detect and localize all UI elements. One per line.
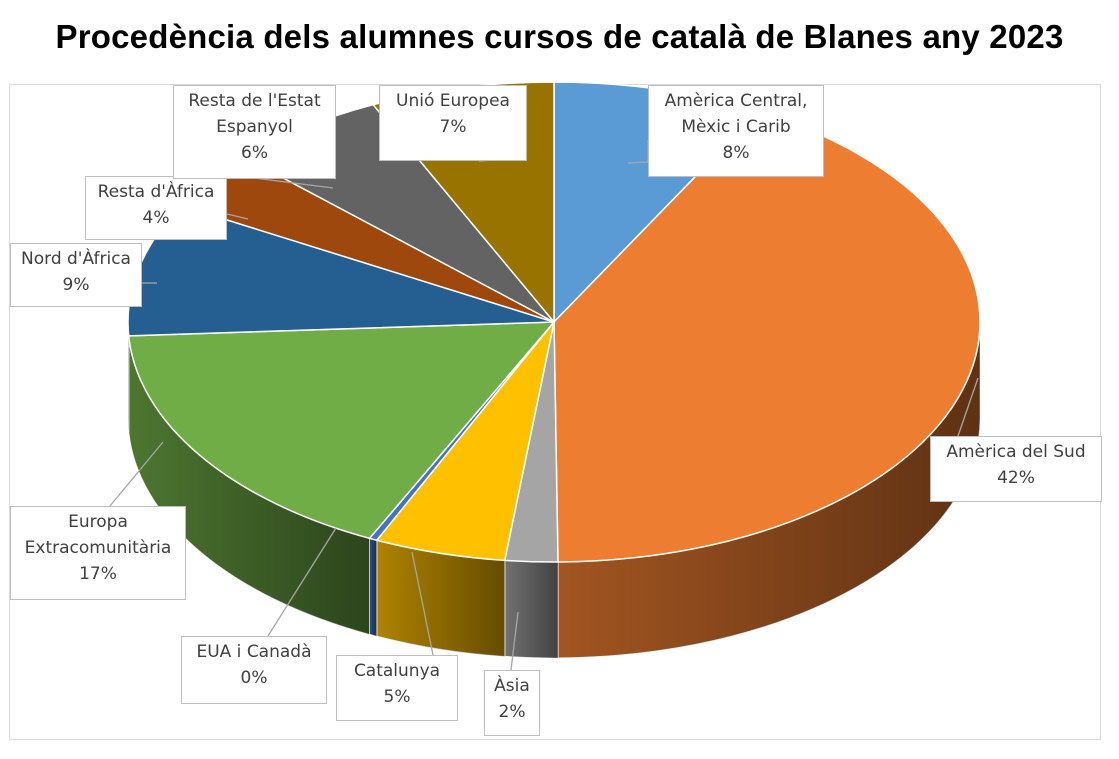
side-america-del-sud-shading bbox=[558, 322, 980, 658]
data-label-percent: 17% bbox=[79, 564, 117, 584]
leader-line-europa-extracomunitaria bbox=[109, 441, 164, 507]
side-eua-i-canada-shading bbox=[369, 538, 377, 637]
leader-line-resta-d-africa bbox=[226, 213, 249, 220]
data-label-name-line: Europa bbox=[68, 512, 128, 532]
data-label-name-line: Unió Europea bbox=[396, 91, 510, 111]
data-label-name-line: Amèrica Central, bbox=[664, 91, 808, 111]
data-label-resta-de-l-estat-espanyol: Resta de l'Estat Espanyol 6% bbox=[173, 85, 336, 179]
data-label-name-line: Amèrica del Sud bbox=[946, 442, 1086, 462]
data-label-unio-europea: Unió Europea 7% bbox=[379, 85, 527, 161]
data-label-resta-d-africa: Resta d'Àfrica 4% bbox=[85, 176, 227, 240]
leader-line-eua-i-canada bbox=[267, 527, 337, 637]
slice-europa-extracomunitaria bbox=[127, 321, 555, 540]
data-label-percent: 7% bbox=[439, 117, 467, 137]
data-label-name-line: EUA i Canadà bbox=[196, 642, 312, 662]
leader-line-resta-de-l-estat-espanyol bbox=[253, 177, 334, 189]
data-label-europa-extracomunitaria: Europa Extracomunitària 17% bbox=[10, 506, 186, 600]
leader-line-america-del-sud bbox=[957, 377, 979, 437]
data-label-percent: 9% bbox=[62, 275, 90, 295]
data-label-percent: 0% bbox=[240, 668, 268, 688]
data-label-catalunya: Catalunya 5% bbox=[336, 655, 458, 721]
pie-tops bbox=[127, 81, 981, 563]
side-europa-extracomunitaria-shading bbox=[128, 335, 370, 635]
data-label-name-line: Resta d'Àfrica bbox=[97, 182, 215, 202]
leader-lines bbox=[109, 140, 979, 671]
data-label-percent: 42% bbox=[997, 468, 1035, 488]
data-label-name-line: Resta de l'Estat bbox=[188, 91, 321, 111]
data-label-name-line: Extracomunitària bbox=[24, 538, 172, 558]
data-label-name-line: Nord d'Àfrica bbox=[21, 249, 131, 269]
data-label-nord-d-africa: Nord d'Àfrica 9% bbox=[10, 243, 142, 307]
leader-line-catalunya bbox=[411, 551, 434, 656]
data-label-percent: 5% bbox=[383, 687, 411, 707]
data-label-percent: 4% bbox=[142, 208, 170, 228]
data-label-asia: Àsia 2% bbox=[484, 670, 540, 736]
side-asia-shading bbox=[504, 560, 559, 658]
leader-line-asia bbox=[510, 611, 519, 671]
data-label-name-line: Espanyol bbox=[216, 117, 293, 137]
data-label-percent: 2% bbox=[498, 702, 526, 722]
data-label-percent: 6% bbox=[241, 143, 268, 163]
side-catalunya-shading bbox=[376, 540, 505, 657]
pie-sides bbox=[127, 321, 981, 659]
data-label-name-line: Àsia bbox=[494, 676, 530, 696]
data-label-eua-i-canada: EUA i Canadà 0% bbox=[181, 636, 327, 704]
data-label-america-central-mexic-i-carib: Amèrica Central, Mèxic i Carib 8% bbox=[648, 85, 824, 177]
data-label-name-line: Catalunya bbox=[353, 661, 441, 681]
data-label-name-line: Mèxic i Carib bbox=[681, 117, 791, 137]
slice-america-del-sud bbox=[553, 110, 981, 563]
data-label-percent: 8% bbox=[722, 143, 750, 163]
chart-title: Procedència dels alumnes cursos de catal… bbox=[55, 18, 1064, 55]
data-label-america-del-sud: Amèrica del Sud 42% bbox=[930, 436, 1102, 502]
side-nord-d-africa-shading bbox=[128, 322, 129, 432]
